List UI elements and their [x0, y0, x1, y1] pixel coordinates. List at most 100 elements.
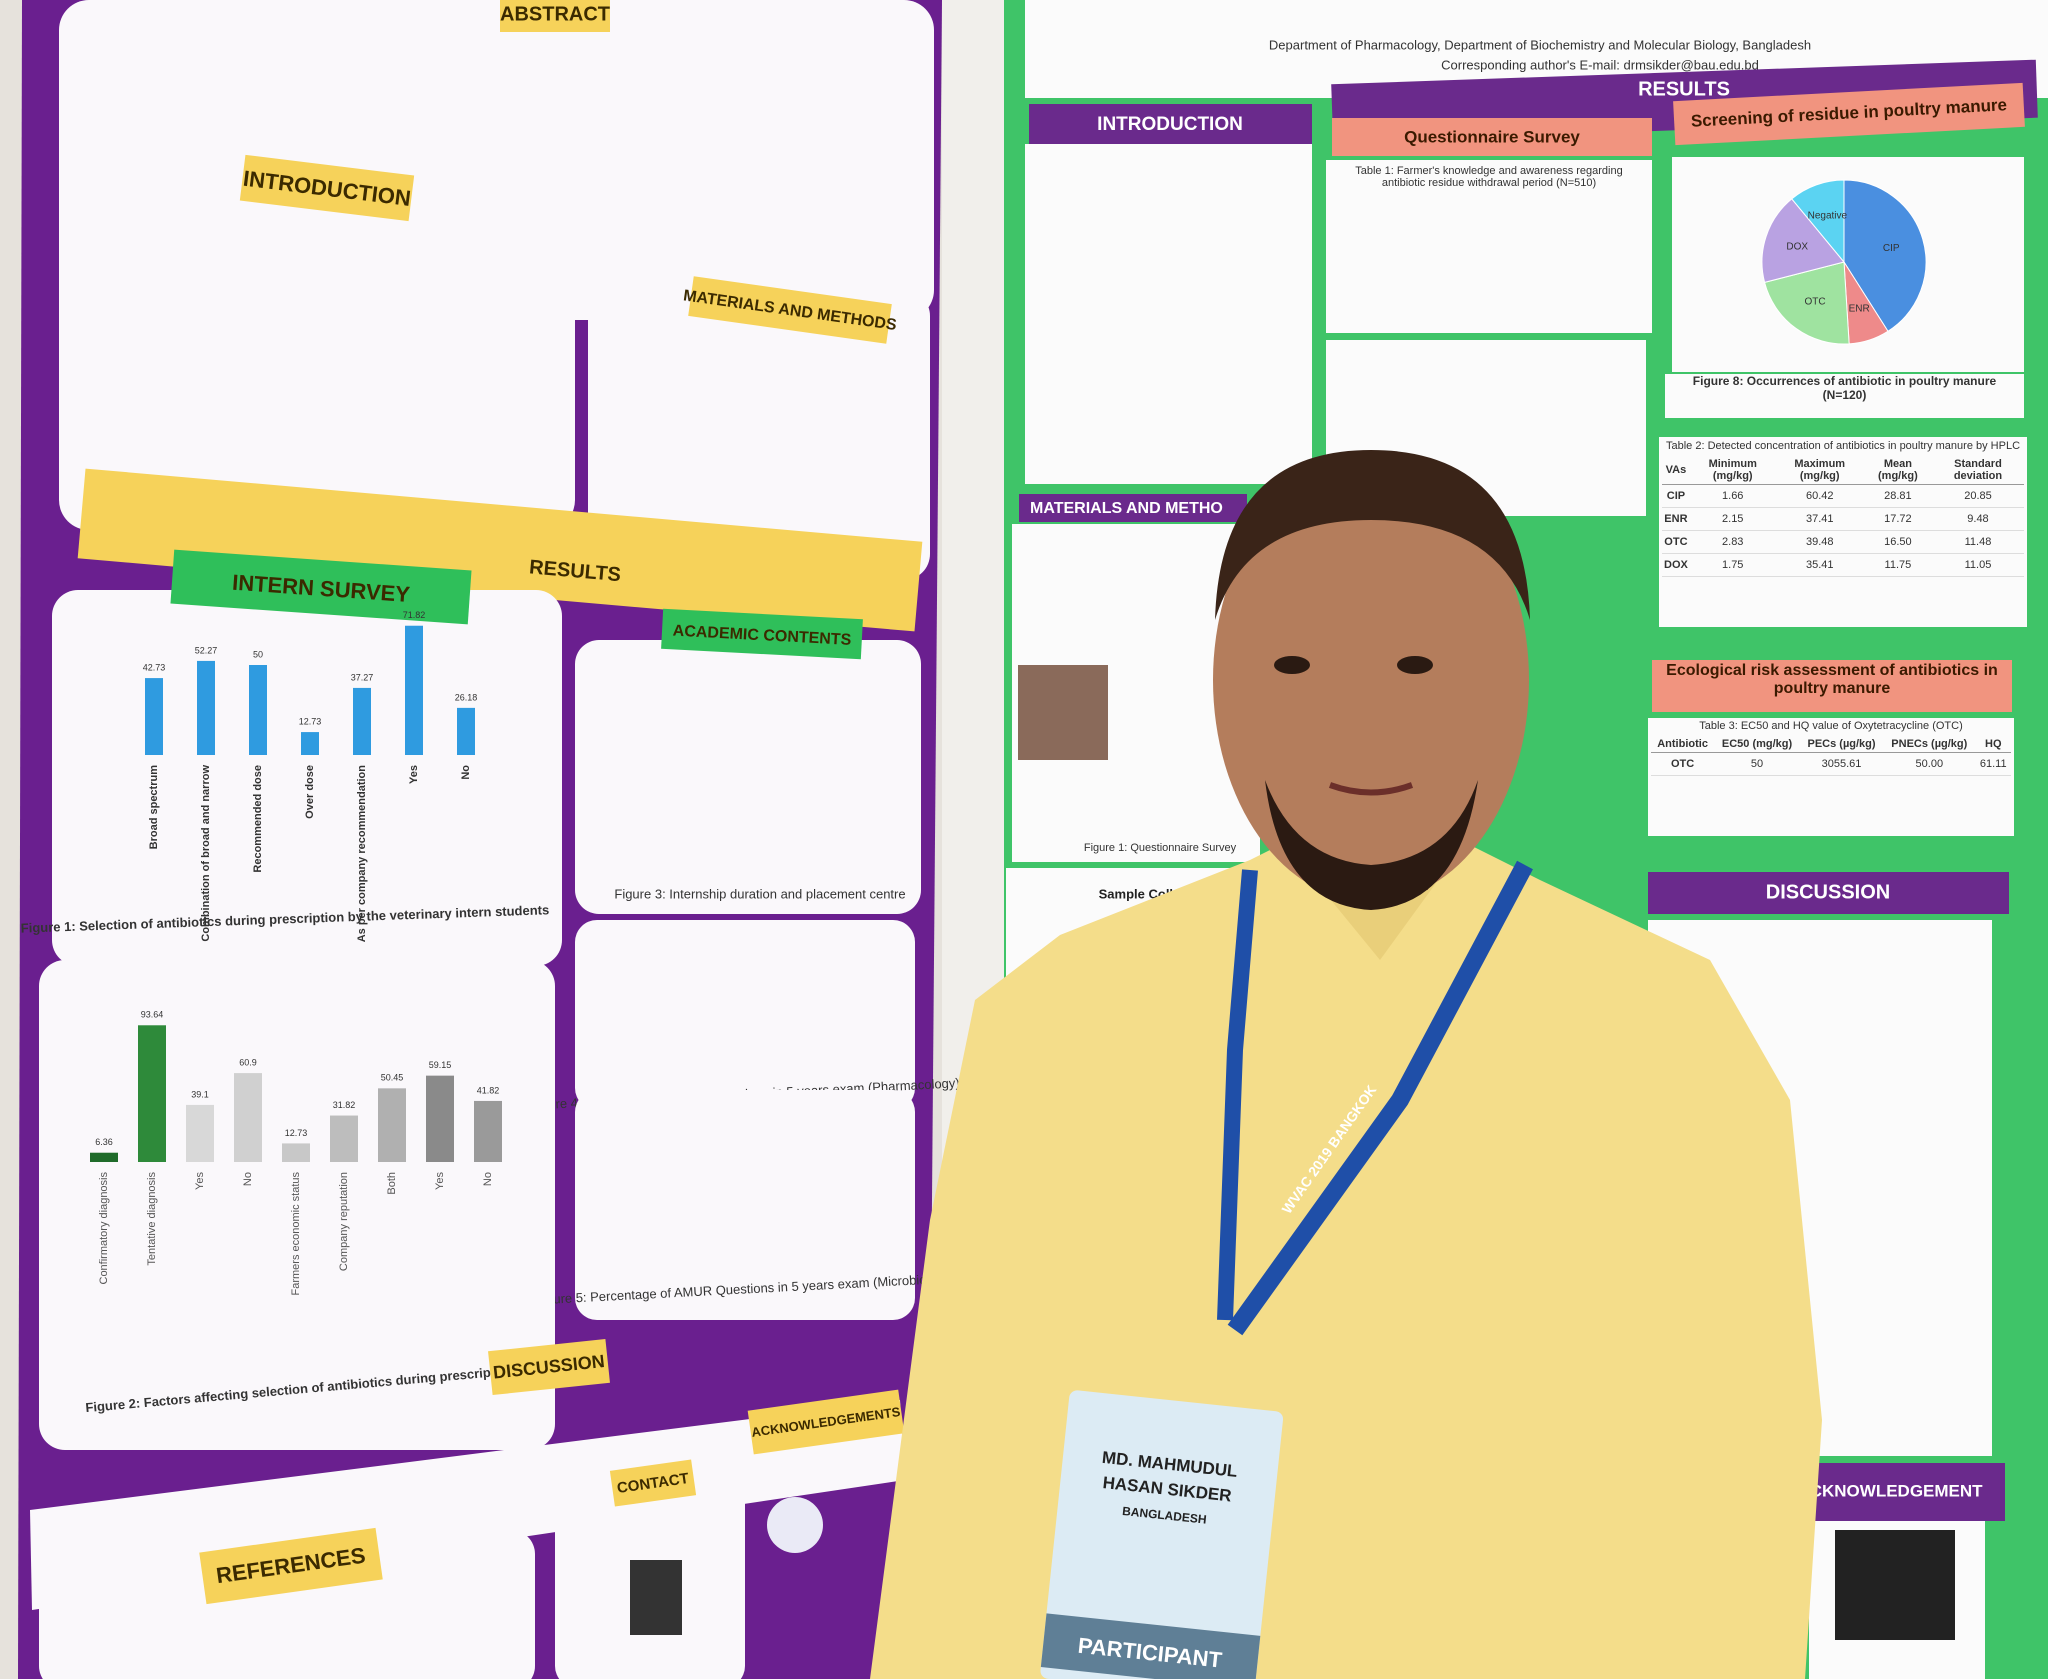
- table-cell: Standard deviation: [1953, 458, 2003, 482]
- pie-chart: CIP ENR OTC DOX Negative: [1761, 179, 1927, 345]
- table-cell: EC50 (mg/kg): [1721, 738, 1793, 750]
- section-header: Ecological risk assessment of antibiotic…: [1666, 662, 1998, 697]
- x-tick-label: Company reputation: [338, 1172, 350, 1271]
- bar: [426, 1075, 454, 1162]
- table-cell: 11.05: [1964, 559, 1992, 571]
- bar: [197, 660, 215, 755]
- table2-box: Table 2: Detected concentration of antib…: [1662, 440, 2024, 577]
- references-card: [39, 1530, 535, 1679]
- slice-label: ENR: [1849, 303, 1870, 314]
- table-cell: CIP: [1666, 490, 1686, 502]
- data-label: 42.73: [143, 662, 166, 672]
- section-header: Questionnaire Survey: [1404, 127, 1580, 146]
- affiliation: Department of Pharmacology, Department o…: [1269, 37, 1811, 52]
- label-box: [488, 1338, 610, 1396]
- mouth: [1328, 782, 1414, 796]
- table-title: Table 1: Farmer's knowledge and awarenes…: [1355, 165, 1623, 189]
- intro-card: [59, 160, 575, 530]
- bar: [353, 687, 371, 755]
- left-cards: ABSTRACT INTRODUCTION MATERIALS AND METH…: [20, 0, 960, 1679]
- label-box: [239, 154, 415, 222]
- table-part: VAs Minimum (mg/kg) Maximum (mg/kg) Mean (m…: [1662, 456, 2024, 485]
- table-cell: 3055.61: [1821, 758, 1862, 770]
- table-cell: 35.41: [1805, 559, 1834, 571]
- table-cell: PECs (µg/kg): [1807, 738, 1876, 750]
- table-part: Table 2: Detected concentration of antib…: [1665, 440, 2021, 452]
- data-label: 39.1: [191, 1089, 209, 1099]
- table-cell: 28.81: [1884, 490, 1912, 502]
- bar: [457, 707, 475, 755]
- x-tick-label: Recommended dose: [252, 765, 264, 873]
- x-tick-label: Farmers economic status: [290, 1172, 302, 1296]
- farm-photo: [1018, 665, 1108, 760]
- results-bar: [77, 468, 923, 632]
- table-part: Antibiotic EC50 (mg/kg) PECs (µg/kg) PNECs …: [1651, 736, 2011, 776]
- table-cell: 39.48: [1805, 536, 1834, 548]
- table-cell: 9.48: [1967, 513, 1989, 525]
- table-cell: VAs: [1665, 464, 1687, 476]
- qr-code: [630, 1560, 682, 1635]
- bar: [138, 1025, 166, 1162]
- data-label: 12.73: [285, 1128, 308, 1138]
- header-bar: [1648, 872, 2009, 914]
- table-cell: 2.83: [1722, 536, 1744, 548]
- beard: [1265, 780, 1478, 910]
- table-cell: 60.42: [1805, 490, 1834, 502]
- bar: [405, 625, 423, 755]
- x-tick-label: No: [460, 765, 472, 780]
- bar: [301, 732, 319, 755]
- table-cell: Mean (mg/kg): [1878, 458, 1918, 482]
- label-box: [609, 1459, 697, 1507]
- ugc-logo: [1835, 1530, 1955, 1640]
- data-label: 60.9: [239, 1057, 257, 1067]
- table1-card: [1326, 160, 1652, 333]
- label-box: [199, 1527, 383, 1605]
- table-part: OTC 2.83 39.48 16.50 11.48: [1662, 531, 2024, 554]
- intro-text-card: [1025, 144, 1312, 484]
- table-cell: 11.75: [1884, 559, 1912, 571]
- x-tick-label: Tentative diagnosis: [146, 1172, 158, 1266]
- eye: [1397, 656, 1433, 674]
- fig4-card: [575, 920, 915, 1110]
- materials-card: [588, 290, 930, 580]
- x-tick-label: Broad spectrum: [148, 765, 160, 850]
- header-bar: [1019, 494, 1247, 522]
- table-cell: 1.66: [1722, 490, 1744, 502]
- section-header: ACKNOWLEDGEMENT: [1797, 1481, 1983, 1500]
- person: WVAC 2019 BANGKOK MD. MAHMUDUL HASAN SIK…: [870, 450, 1822, 1679]
- x-tick-label: Confirmatory diagnosis: [98, 1172, 110, 1285]
- table-cell: 20.85: [1964, 490, 1992, 502]
- slice-label: DOX: [1786, 241, 1808, 252]
- table-cell: PNECs (µg/kg): [1891, 738, 1968, 750]
- table2: Table 2: Detected concentration of antib…: [1662, 440, 2024, 577]
- fig5-card: [575, 1090, 915, 1320]
- label-box: [1332, 118, 1652, 156]
- badge-band: [1040, 1613, 1261, 1679]
- table-cell: Maximum (mg/kg): [1794, 458, 1846, 482]
- face: [1213, 458, 1529, 902]
- bar: [145, 678, 163, 755]
- bar: [282, 1143, 310, 1162]
- table-cell: DOX: [1664, 559, 1688, 571]
- table3: Table 3: EC50 and HQ value of Oxytetracy…: [1651, 720, 2011, 776]
- bar: [474, 1100, 502, 1162]
- section-label: ABSTRACT: [500, 3, 610, 25]
- figure-caption: Figure 3: Internship duration and placem…: [614, 886, 905, 901]
- table-cell: 50: [1750, 758, 1764, 770]
- table2-card: [1659, 437, 2027, 627]
- data-label: 31.82: [333, 1100, 356, 1110]
- table-part: Antibiotic EC50 (mg/kg) PECs (µg/kg) PNECs …: [1651, 736, 2011, 753]
- pie-slice: [1763, 261, 1850, 345]
- pie-slice: [1761, 198, 1845, 284]
- x-tick-label: Both: [386, 1172, 398, 1195]
- caption-card: [1665, 374, 2024, 418]
- data-label: 71.82: [403, 610, 426, 620]
- table-part: DOX 1.75 35.41 11.75 11.05: [1662, 554, 2024, 577]
- label-text-box: Ecological risk assessment of antibiotic…: [1666, 662, 1998, 697]
- table3-card: [1648, 718, 2014, 836]
- caption-box: Figure 8: Occurrences of antibiotic in p…: [1693, 374, 1996, 402]
- label-box: [688, 276, 892, 344]
- x-tick-label: No: [482, 1172, 494, 1186]
- bar: [234, 1073, 262, 1162]
- label-box: [1652, 660, 2012, 712]
